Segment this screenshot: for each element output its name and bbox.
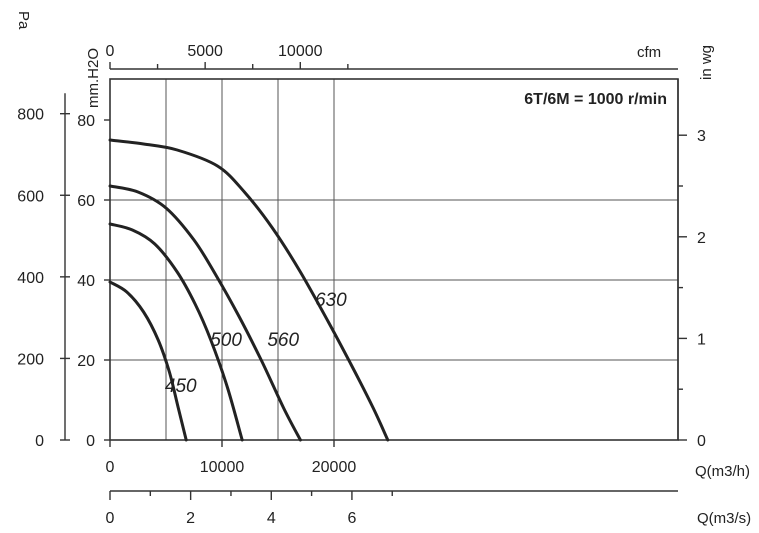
inwg-tick-label: 1 <box>697 331 706 348</box>
m3h-tick-label: 20000 <box>312 459 357 476</box>
mmh2o-tick-label: 20 <box>77 353 95 370</box>
inwg-unit-label: in wg <box>698 45 715 80</box>
mmh2o-unit-label: mm.H2O <box>85 48 102 108</box>
curve-label-560: 560 <box>267 330 299 351</box>
m3s-tick-label: 6 <box>347 510 356 527</box>
curve-630 <box>108 138 390 442</box>
mmh2o-tick-label: 80 <box>77 113 95 130</box>
curve-label-500: 500 <box>210 330 242 351</box>
cfm-tick-label: 10000 <box>278 43 323 60</box>
mmh2o-tick-label: 40 <box>77 273 95 290</box>
left-axes: 0 200 400 600 800 0 20 40 60 80 <box>17 93 110 450</box>
curve-500 <box>108 222 244 442</box>
pa-tick-label: 0 <box>35 433 44 450</box>
inwg-tick-label: 0 <box>697 433 706 450</box>
grid <box>110 79 678 440</box>
m3h-tick-label: 0 <box>106 459 115 476</box>
cfm-tick-label: 0 <box>106 43 115 60</box>
cfm-tick-label: 5000 <box>187 43 223 60</box>
m3s-tick-label: 4 <box>267 510 276 527</box>
q-m3s-unit-label: Q(m3/s) <box>697 510 751 527</box>
pa-tick-label: 400 <box>17 270 44 287</box>
curve-label-630: 630 <box>315 290 347 311</box>
curve-450 <box>108 280 188 442</box>
m3s-tick-label: 2 <box>186 510 195 527</box>
curves: 450 500 560 630 <box>108 138 390 442</box>
pa-tick-label: 200 <box>17 351 44 368</box>
pa-tick-label: 600 <box>17 188 44 205</box>
curve-560 <box>108 184 302 442</box>
q-m3h-unit-label: Q(m3/h) <box>695 463 750 480</box>
curve-label-450: 450 <box>165 376 197 397</box>
bottom-axes: 0 10000 20000 0 2 4 6 <box>106 440 678 527</box>
pa-unit-label: Pa <box>15 11 32 30</box>
speed-annotation: 6T/6M = 1000 r/min <box>524 91 667 108</box>
m3h-tick-label: 10000 <box>200 459 245 476</box>
m3s-tick-label: 0 <box>106 510 115 527</box>
inwg-tick-label: 2 <box>697 230 706 247</box>
mmh2o-tick-label: 60 <box>77 193 95 210</box>
inwg-tick-label: 3 <box>697 128 706 145</box>
top-axis: 0 5000 10000 <box>106 43 678 70</box>
mmh2o-tick-label: 0 <box>86 433 95 450</box>
cfm-unit-label: cfm <box>637 44 661 61</box>
pa-tick-label: 800 <box>17 107 44 124</box>
right-axis: 0 1 2 3 <box>677 79 706 450</box>
